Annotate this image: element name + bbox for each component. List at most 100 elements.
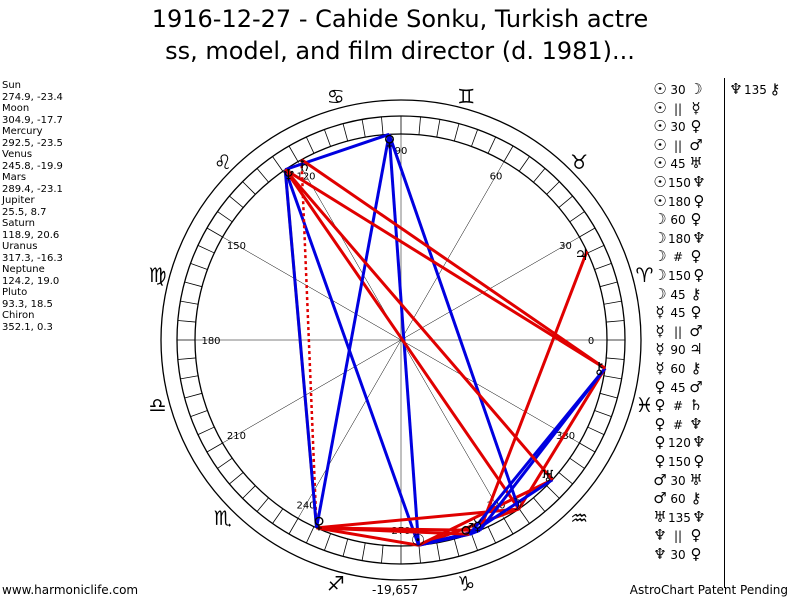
website-link[interactable]: www.harmoniclife.com	[2, 583, 139, 597]
degree-label: 150	[227, 241, 246, 252]
wheel-tick	[381, 545, 384, 564]
aspect-line	[300, 159, 318, 528]
aspect-planet-1: ☉	[653, 173, 667, 191]
aspect-planet-2: ♀	[690, 117, 702, 136]
aspect-line	[517, 367, 607, 510]
wheel-ring	[160, 99, 642, 581]
aspect-row: ♀ 45 ♂	[652, 378, 704, 396]
wheel-tick	[272, 508, 284, 524]
wheel-tick	[503, 518, 514, 535]
aspect-angle: 135	[668, 510, 691, 525]
aspect-line	[284, 132, 390, 172]
aspect-planet-2: ⚷	[769, 80, 781, 98]
planet-glyph: ☉	[411, 530, 425, 549]
aspect-planet-1: ♀	[654, 452, 666, 470]
aspect-planet-1: ☉	[653, 98, 667, 117]
degree-label: 210	[227, 431, 246, 442]
aspect-planet-1: ☽	[653, 284, 667, 303]
aspect-angle: 135	[744, 83, 767, 97]
aspect-row: ☽180♆	[652, 229, 707, 247]
aspect-planet-2: ⚷	[690, 489, 702, 508]
aspect-angle: ||	[673, 101, 683, 116]
aspect-planet-1: ♆	[729, 80, 743, 98]
wheel-tick	[487, 526, 497, 544]
aspect-angle: 45	[670, 157, 686, 172]
aspect-planet-2: ♀	[690, 526, 702, 545]
wheel-tick	[453, 538, 460, 557]
wheel-tick	[177, 320, 196, 323]
wheel-tick	[533, 497, 546, 512]
wheel-tick	[229, 472, 244, 485]
planet-glyph: ♀	[384, 131, 396, 150]
wheel-tick	[288, 518, 299, 535]
planet-name: Jupiter	[2, 195, 35, 206]
aspect-planet-2: ♃	[689, 340, 703, 359]
wheel-tick	[546, 485, 560, 499]
aspect-angle: 180	[668, 194, 691, 209]
degree-label: 0	[588, 336, 594, 347]
planet-glyph: ♃	[574, 245, 588, 264]
planet-glyph: ♆	[281, 166, 295, 185]
aspect-planet-1: ☉	[653, 80, 667, 98]
aspect-row: ♀ 120♆	[652, 433, 707, 451]
planet-name: Chiron	[2, 310, 35, 321]
zodiac-sign-glyph: ♒	[570, 506, 588, 530]
aspect-line	[316, 507, 520, 530]
aspect-angle: 150	[668, 455, 691, 469]
planet-name: Neptune	[2, 264, 45, 275]
aspect-row: ☉ || ☿	[652, 99, 704, 117]
aspect-planet-2: ♂	[689, 135, 703, 154]
planet-coords: 292.5, -23.5	[2, 137, 63, 149]
aspect-planet-2: ♂	[689, 377, 703, 396]
wheel-tick	[579, 227, 596, 238]
zodiac-sign-glyph: ♌	[214, 150, 232, 174]
planet-coords: 289.4, -23.1	[2, 183, 63, 195]
planet-positions-list: Sun 274.9, -23.4 Moon 304.9, -17.7 Mercury 29…	[2, 80, 63, 333]
aspect-row: ☽ 45 ⚷	[652, 285, 704, 303]
wheel-tick	[503, 145, 514, 162]
degree-label: 60	[490, 171, 503, 182]
wheel-sign-glyphs: ♈ ♉ ♊ ♋ ♌ ♍ ♎ ♏ ♐ ♑ ♒ ♓	[149, 85, 654, 596]
wheel-tick	[487, 136, 497, 154]
wheel-tick	[256, 497, 269, 512]
aspect-angle: 30	[670, 120, 686, 135]
aspect-planet-1: ☿	[655, 340, 665, 359]
aspect-planet-1: ♀	[654, 433, 666, 452]
wheel-tick	[594, 410, 612, 417]
aspect-planet-1: ☿	[655, 303, 665, 322]
wheel-planet-glyphs: ☉ ☽ ☿ ♀ ♂ ♃ ♄ ♅ ♆ ♀ ⚷	[281, 131, 605, 549]
wheel-tick	[342, 538, 349, 557]
wheel-tick	[361, 119, 366, 138]
planet-coords: 245.8, -19.9	[2, 160, 63, 172]
aspect-row: ♀ # ♄	[652, 396, 704, 414]
planet-name: Mars	[2, 172, 27, 183]
zodiac-sign-glyph: ♑	[457, 571, 475, 595]
aspect-line	[468, 367, 607, 536]
aspect-row: ☉180 ♀	[652, 192, 707, 210]
aspect-line	[300, 158, 606, 370]
aspect-line	[418, 507, 520, 547]
wheel-tick	[587, 426, 605, 436]
aspect-row: ☉ 30 ♀	[652, 117, 704, 135]
aspect-line	[283, 169, 421, 546]
aspect-line	[418, 532, 470, 547]
planet-coords: 317.3, -16.3	[2, 252, 63, 264]
aspect-row: ☽ 60 ♀	[652, 210, 704, 228]
chart-value-label: -19,657	[372, 583, 419, 597]
wheel-tick	[184, 281, 203, 288]
wheel-tick	[603, 300, 622, 305]
aspect-planet-1: ☉	[653, 117, 667, 136]
aspect-planet-1: ♀	[654, 396, 666, 415]
aspect-line	[284, 168, 606, 370]
degree-label: 240	[296, 501, 315, 512]
aspect-row: ☽ # ♀	[652, 247, 704, 265]
aspect-angle: #	[672, 417, 684, 432]
aspect-planet-1: ☉	[653, 191, 667, 210]
wheel-tick	[256, 168, 269, 183]
aspect-planet-1: ♆	[653, 526, 667, 545]
zodiac-sign-glyph: ♓	[635, 393, 653, 417]
aspect-line	[316, 526, 470, 536]
aspect-planet-2: ♆	[689, 414, 703, 433]
wheel-tick	[288, 145, 299, 162]
aspect-angle: 150	[668, 176, 691, 190]
